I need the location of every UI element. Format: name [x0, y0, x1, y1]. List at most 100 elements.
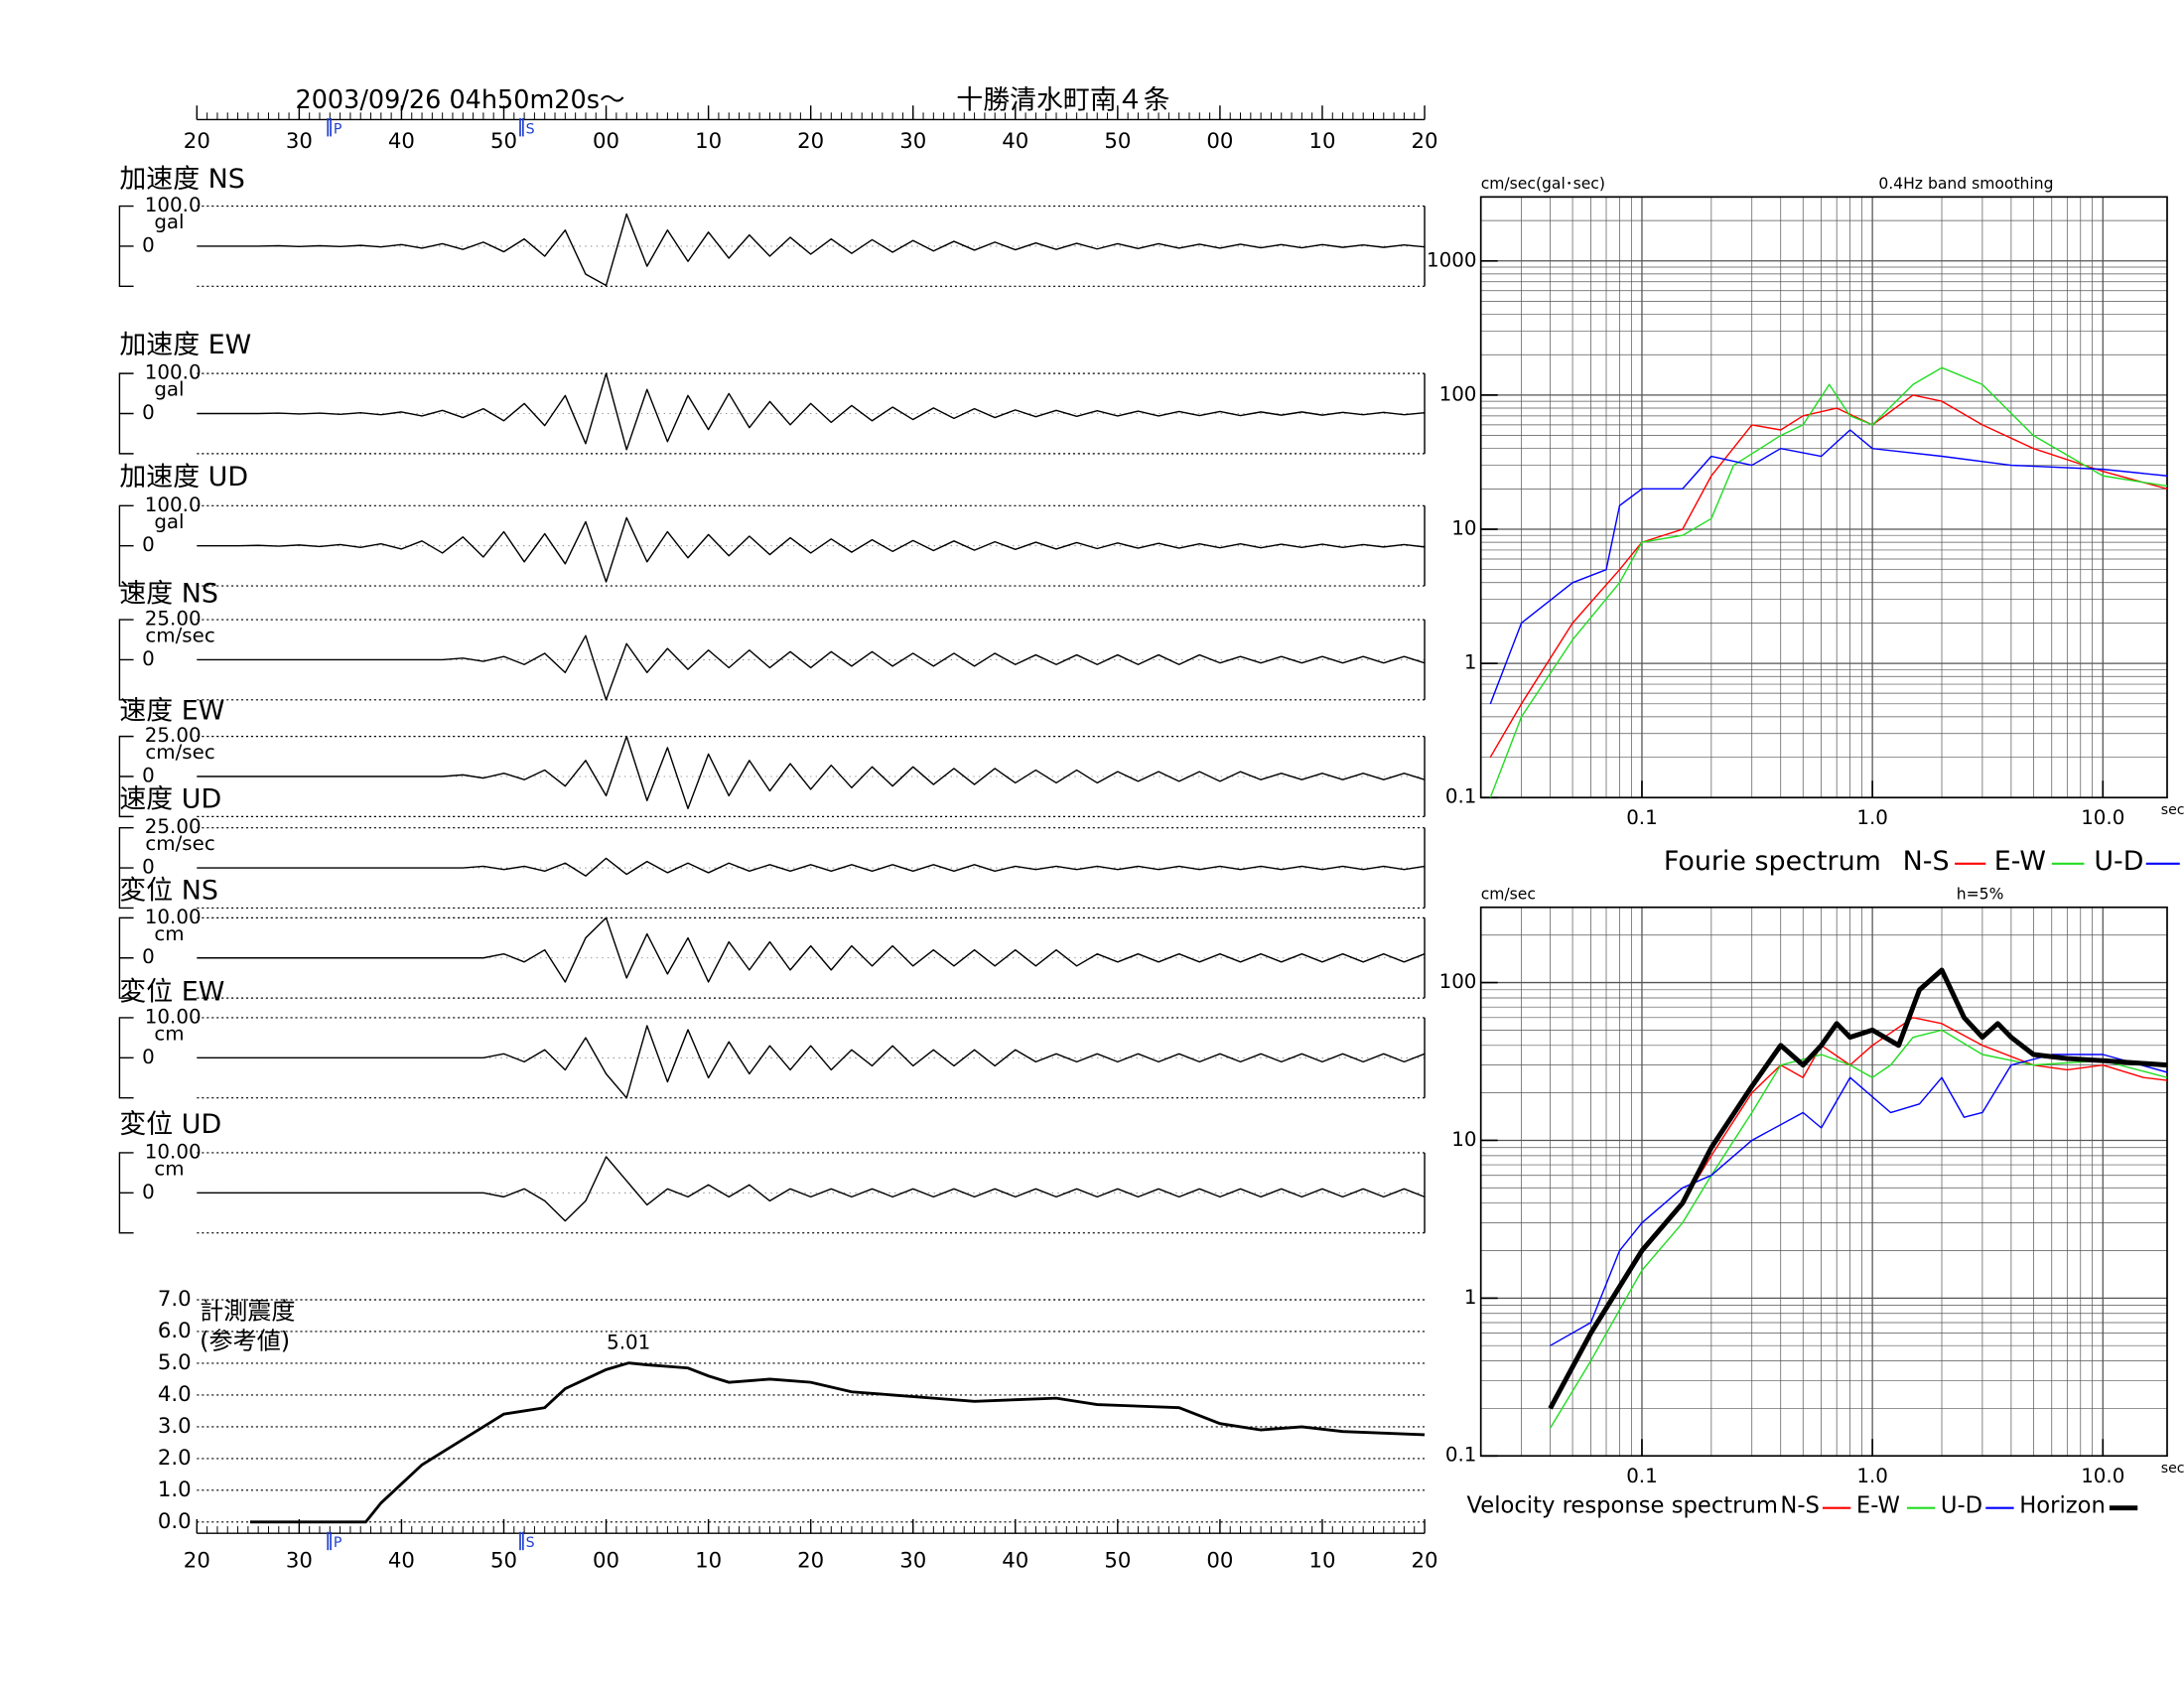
unit-label: gal — [154, 211, 184, 233]
trace-bracket — [118, 1017, 134, 1099]
legend-label: N-S — [1780, 1493, 1820, 1519]
time-tick-label: 10 — [1308, 1548, 1335, 1573]
x-tick-label: 10.0 — [2081, 806, 2124, 829]
spectrum-line — [1489, 366, 2168, 798]
legend-label: Horizon — [2019, 1493, 2106, 1519]
time-tick-label: 20 — [1412, 129, 1438, 154]
y-axis-label: cm/sec — [1481, 885, 1536, 903]
y-tick-label: 10.00 — [145, 906, 202, 928]
x-tick-label: 0.1 — [1626, 1465, 1658, 1487]
waveform-trace — [197, 1156, 1426, 1222]
legend-label: U-D — [1941, 1493, 1982, 1519]
spectrum-line — [1550, 1054, 2168, 1346]
spectrum-line — [1489, 394, 2168, 758]
y-tick-label: 25.00 — [145, 815, 202, 838]
y-tick-label: 10 — [1451, 517, 1476, 540]
time-tick-label: 00 — [1206, 129, 1233, 154]
time-tick-label: 50 — [490, 1548, 517, 1573]
time-tick-label: 30 — [286, 1548, 313, 1573]
time-tick-label: 20 — [797, 129, 824, 154]
y-tick-label: 100.0 — [145, 361, 202, 384]
legend-label: U-D — [2094, 846, 2143, 877]
y-tick-label: 0 — [142, 533, 155, 556]
y-tick-label: 4.0 — [158, 1382, 192, 1407]
time-tick-label: 40 — [1002, 1548, 1028, 1573]
time-tick-label: 30 — [899, 129, 926, 154]
phase-label: P — [334, 1535, 342, 1551]
y-axis-label: 計測震度 — [200, 1298, 295, 1326]
spectrum-line — [1489, 429, 2168, 705]
trace-bracket — [118, 205, 134, 287]
time-tick-label: 10 — [695, 129, 722, 154]
unit-label: cm — [154, 1022, 184, 1045]
y-tick-label: 0 — [142, 945, 155, 968]
trace-bracket — [118, 619, 134, 701]
y-tick-label: 0 — [142, 401, 155, 424]
x-tick-label: 1.0 — [1856, 806, 1888, 829]
station-name: 十勝清水町南４条 — [956, 84, 1169, 115]
y-tick-label: 1 — [1464, 651, 1477, 674]
unit-label: cm — [154, 1157, 184, 1180]
legend-label: E-W — [1856, 1493, 1900, 1519]
time-tick-label: 10 — [1308, 129, 1335, 154]
y-tick-label: 5.0 — [158, 1350, 192, 1375]
x-tick-label: 10.0 — [2081, 1465, 2124, 1487]
spectrum-line — [1548, 967, 2168, 1410]
legend-title: Velocity response spectrum — [1467, 1493, 1778, 1519]
waveform-trace — [197, 634, 1426, 701]
y-tick-label: 10 — [1451, 1128, 1476, 1151]
y-tick-label: 6.0 — [158, 1319, 192, 1343]
x-axis-label: sec — [2161, 1461, 2184, 1477]
trace-label: 速度 UD — [119, 784, 221, 815]
waveform-trace — [197, 516, 1426, 583]
plot-frame — [1479, 906, 2168, 1458]
legend-label: E-W — [1994, 846, 2046, 877]
y-tick-label: 0 — [142, 764, 155, 786]
y-tick-label: 100 — [1439, 382, 1477, 405]
y-tick-label: 100 — [1439, 970, 1477, 993]
y-tick-label: 0 — [142, 1046, 155, 1068]
unit-label: cm/sec — [145, 832, 214, 855]
unit-label: gal — [154, 510, 184, 533]
trace-bracket — [118, 827, 134, 910]
unit-label: cm/sec — [145, 625, 214, 647]
waveform-trace — [197, 212, 1426, 287]
time-tick-label: 00 — [593, 1548, 619, 1573]
intensity-line — [249, 1361, 1426, 1524]
waveform-trace — [197, 1025, 1426, 1099]
waveform-trace — [197, 857, 1426, 877]
y-tick-label: 0 — [142, 856, 155, 879]
trace-bracket — [118, 1152, 134, 1234]
trace-label: 速度 NS — [119, 579, 218, 610]
time-tick-label: 50 — [1104, 1548, 1131, 1573]
x-tick-label: 1.0 — [1856, 1465, 1888, 1487]
x-tick-label: 0.1 — [1626, 806, 1658, 829]
phase-label: P — [334, 121, 342, 137]
unit-label: gal — [154, 378, 184, 401]
y-tick-label: 0.0 — [158, 1509, 192, 1534]
y-tick-label: 25.00 — [145, 724, 202, 747]
y-tick-label: 2.0 — [158, 1446, 192, 1471]
y-tick-label: 0 — [142, 1181, 155, 1203]
panel-annotation: 0.4Hz band smoothing — [1878, 175, 2053, 193]
time-tick-label: 10 — [695, 1548, 722, 1573]
time-tick-label: 20 — [184, 129, 210, 154]
time-tick-label: 50 — [1104, 129, 1131, 154]
y-tick-label: 100.0 — [145, 493, 202, 516]
unit-label: cm — [154, 922, 184, 945]
time-tick-label: 20 — [797, 1548, 824, 1573]
y-axis-label: (参考値) — [200, 1327, 290, 1354]
spectrum-line — [1549, 1017, 2168, 1409]
trace-label: 加速度 EW — [119, 330, 251, 360]
y-tick-label: 0.1 — [1445, 785, 1477, 808]
time-tick-label: 40 — [388, 129, 415, 154]
time-tick-label: 20 — [1412, 1548, 1438, 1573]
y-tick-label: 25.00 — [145, 608, 202, 631]
y-tick-label: 7.0 — [158, 1287, 192, 1312]
unit-label: cm/sec — [145, 741, 214, 764]
time-tick-label: 30 — [286, 129, 313, 154]
trace-bracket — [118, 916, 134, 999]
phase-label: S — [526, 121, 535, 137]
time-tick-label: 00 — [593, 129, 619, 154]
